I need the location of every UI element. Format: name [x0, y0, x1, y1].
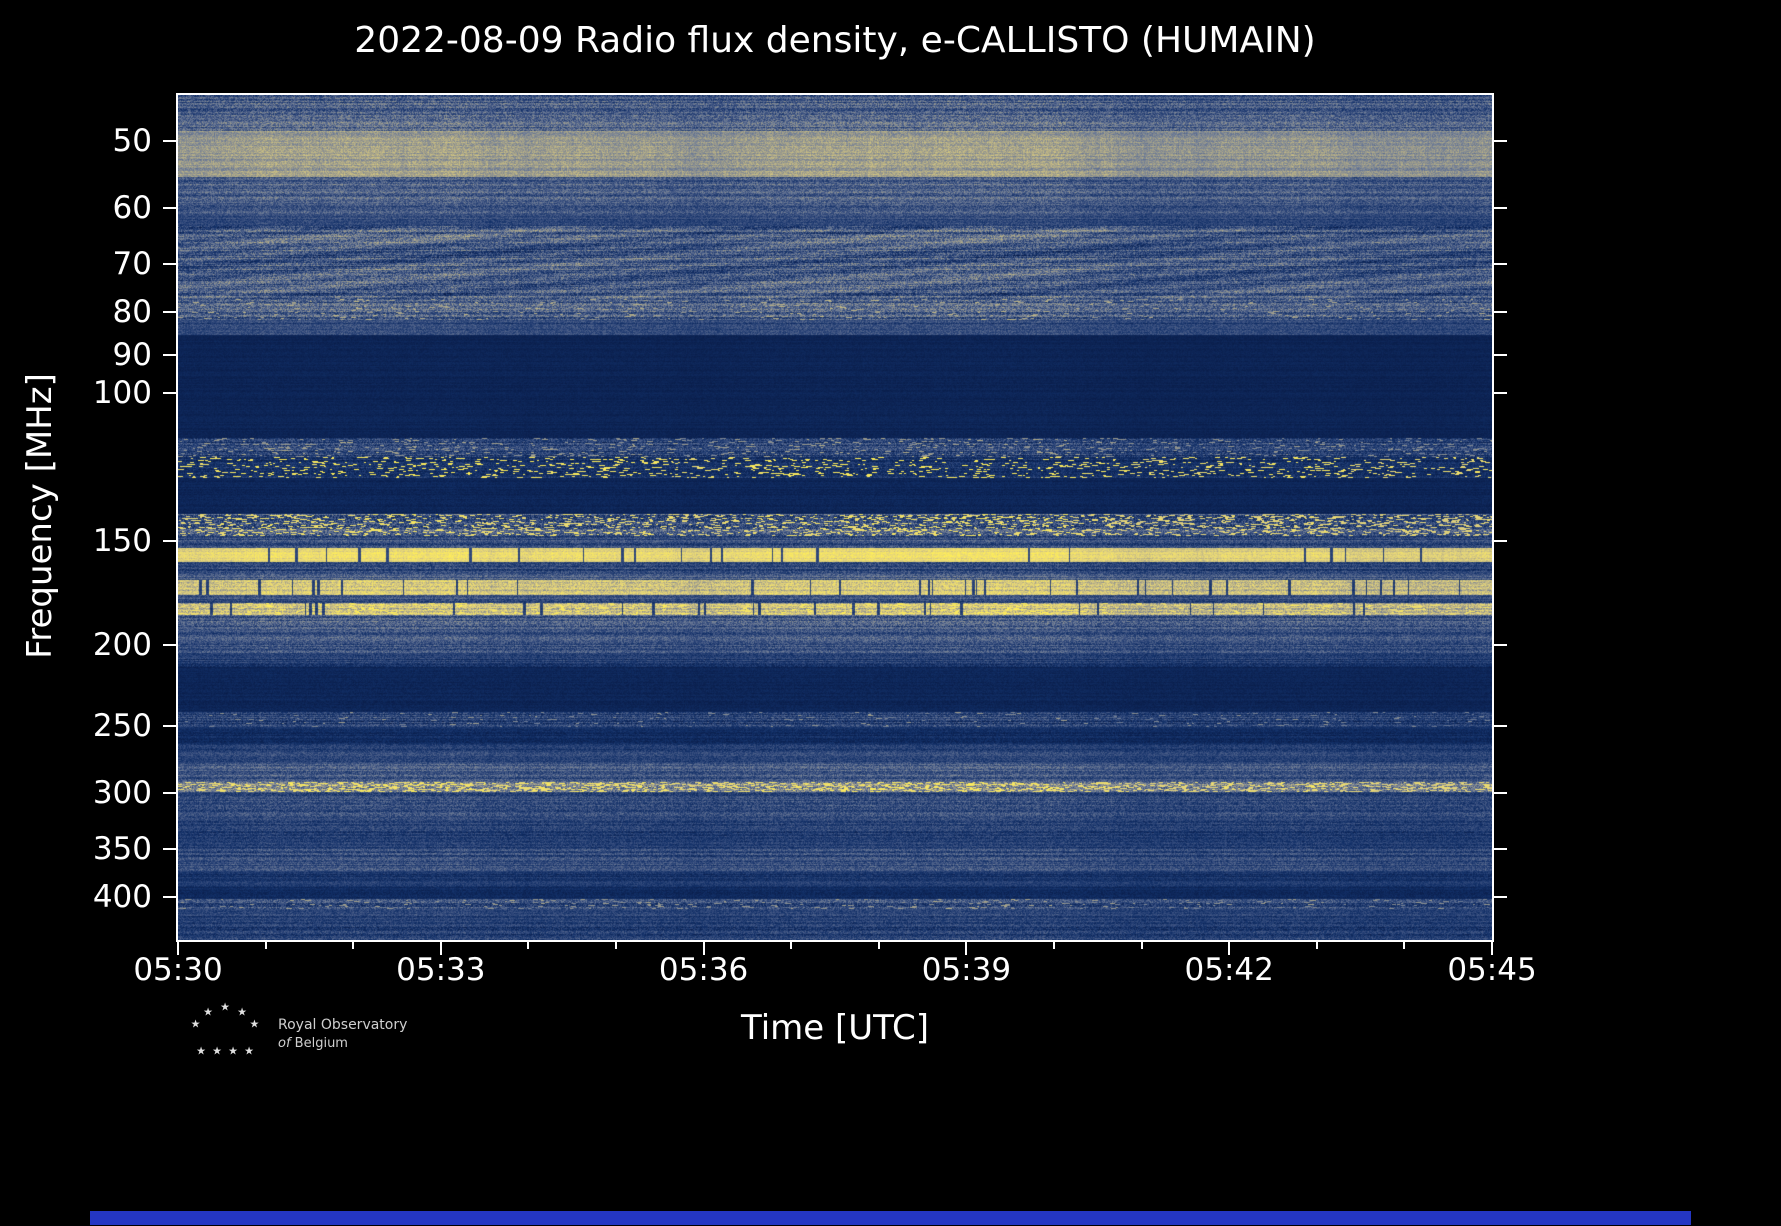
rob-logo-belgium: Belgium [294, 1035, 348, 1051]
y-tick-right [1494, 539, 1507, 542]
plot-area [176, 93, 1494, 942]
x-tick-minor [264, 942, 267, 949]
y-tick-label: 150 [92, 522, 152, 559]
logo-star: ★ [196, 1044, 206, 1058]
spectrogram-canvas [178, 95, 1492, 940]
y-tick-right [1494, 644, 1507, 647]
logo-star: ★ [220, 1000, 230, 1014]
y-tick-label: 60 [112, 189, 152, 226]
logo-star: ★ [228, 1044, 238, 1058]
rob-logo-of: of [278, 1035, 291, 1051]
x-tick-minor [1140, 942, 1143, 949]
y-tick-major [163, 354, 176, 357]
y-tick-right [1494, 392, 1507, 395]
x-tick-major [177, 942, 179, 955]
x-tick-minor [1403, 942, 1406, 949]
x-tick-label: 05:30 [133, 952, 223, 988]
y-tick-right [1494, 354, 1507, 357]
y-tick-major [163, 311, 176, 314]
y-tick-right [1494, 311, 1507, 314]
y-axis-label: Frequency [MHz] [20, 373, 60, 659]
x-tick-minor [1053, 942, 1055, 949]
logo-star: ★ [203, 1005, 213, 1019]
x-tick-label: 05:36 [658, 952, 749, 988]
y-tick-label: 250 [92, 708, 152, 745]
x-tick-label: 05:42 [1184, 952, 1274, 988]
x-tick-major [439, 942, 442, 955]
x-tick-minor [1315, 942, 1318, 949]
rob-logo-line2: of Belgium [278, 1035, 407, 1053]
rob-logo: ★ ★ ★ ★ ★ ★ ★ ★ ★ Royal Observatory of Belgium [178, 1000, 478, 1075]
y-tick-label: 100 [92, 375, 152, 412]
y-tick-label: 200 [92, 627, 152, 664]
x-tick-minor [352, 942, 355, 949]
y-tick-label: 70 [112, 245, 152, 282]
y-tick-major [163, 896, 176, 899]
x-tick-minor [877, 942, 880, 949]
y-tick-right [1494, 206, 1507, 209]
logo-star: ★ [237, 1005, 247, 1019]
y-tick-right [1494, 896, 1507, 899]
x-tick-major [702, 942, 705, 955]
y-tick-major [163, 206, 176, 209]
y-tick-right [1494, 262, 1507, 265]
y-tick-major [163, 140, 176, 143]
y-tick-label: 350 [92, 830, 152, 867]
logo-star: ★ [190, 1017, 201, 1031]
y-tick-label: 80 [112, 294, 152, 331]
y-tick-label: 400 [92, 879, 152, 916]
y-tick-major [163, 847, 176, 850]
x-tick-label: 05:33 [396, 952, 486, 988]
x-tick-label: 05:45 [1447, 952, 1537, 988]
x-tick-major [1491, 942, 1493, 955]
chart-title: 2022-08-09 Radio flux density, e-CALLIST… [354, 20, 1316, 61]
y-tick-major [163, 725, 176, 728]
y-tick-major [163, 392, 176, 395]
logo-star: ★ [212, 1044, 222, 1058]
x-tick-major [965, 942, 968, 955]
rob-logo-line1: Royal Observatory [278, 1017, 408, 1033]
x-tick-minor [527, 942, 530, 949]
x-axis-label: Time [UTC] [741, 1008, 929, 1048]
y-tick-right [1494, 847, 1507, 850]
y-tick-major [163, 644, 176, 647]
x-tick-major [1228, 942, 1231, 955]
y-tick-right [1494, 725, 1507, 728]
x-tick-label: 05:39 [921, 952, 1012, 988]
logo-star: ★ [249, 1017, 260, 1031]
x-tick-minor [790, 942, 793, 949]
y-tick-right [1494, 791, 1507, 794]
rob-logo-text: Royal Observatory of Belgium [278, 1016, 407, 1052]
x-tick-minor [615, 942, 617, 949]
y-tick-label: 50 [112, 123, 152, 160]
y-tick-label: 90 [112, 337, 152, 374]
y-tick-major [163, 539, 176, 542]
y-tick-right [1494, 140, 1507, 143]
y-tick-major [163, 791, 176, 794]
y-tick-label: 300 [92, 774, 152, 811]
logo-star: ★ [244, 1044, 254, 1058]
y-tick-major [163, 262, 176, 265]
bottom-blue-bar [90, 1211, 1691, 1225]
